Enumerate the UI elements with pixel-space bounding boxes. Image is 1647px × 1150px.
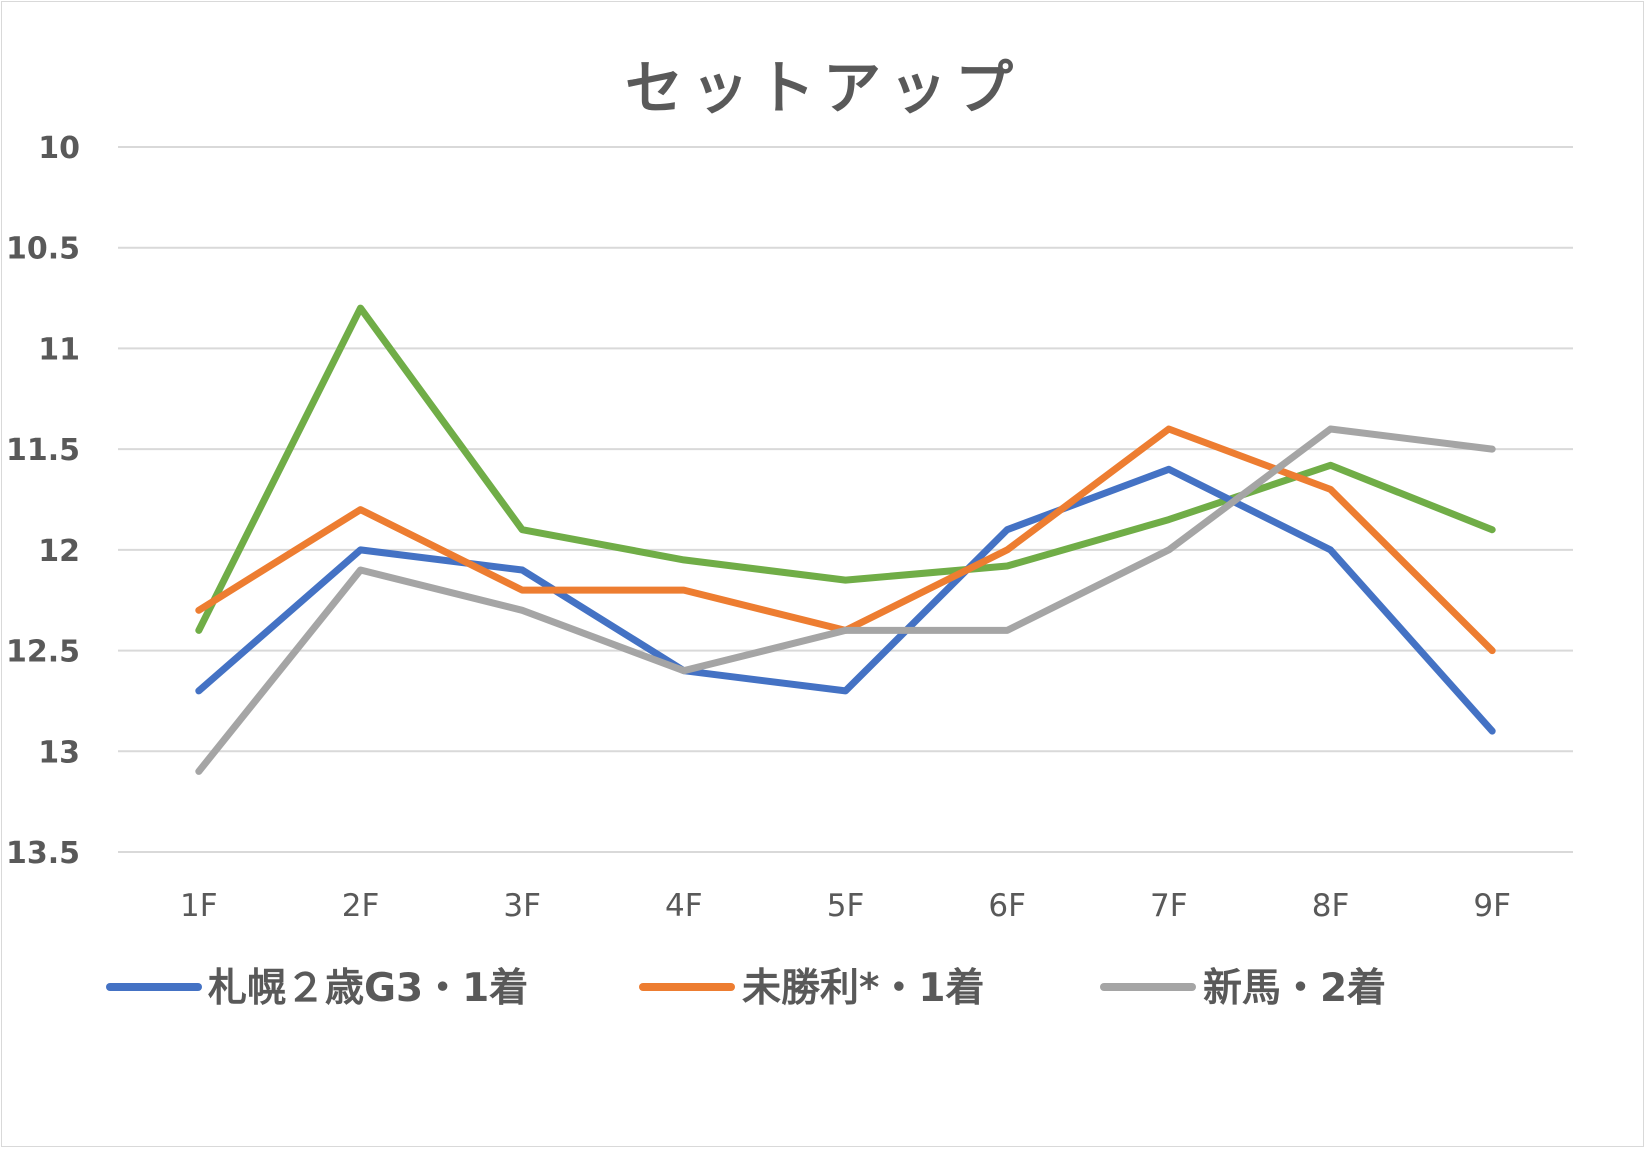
- y-axis: 10 10.5 11 11.5 12 12.5 13 13.5: [6, 131, 80, 871]
- gridlines: [118, 146, 1573, 853]
- x-tick-label: 8F: [1312, 888, 1350, 924]
- x-axis: 1F 2F 3F 4F 5F 6F 7F 8F 9F: [180, 888, 1511, 924]
- x-tick-label: 7F: [1150, 888, 1188, 924]
- y-tick-label: 11.5: [6, 433, 80, 468]
- y-tick-label: 12.5: [6, 635, 80, 670]
- series-line-3: [195, 425, 1496, 775]
- y-tick-label: 13: [38, 735, 80, 770]
- x-tick-label: 1F: [180, 888, 218, 924]
- chart-title: セットアップ: [625, 54, 1021, 122]
- y-tick-label: 10: [38, 131, 80, 166]
- y-tick-label: 12: [38, 534, 80, 569]
- y-tick-label: 11: [38, 332, 80, 367]
- x-tick-label: 9F: [1473, 888, 1511, 924]
- series-line-4: [195, 304, 1496, 634]
- series-lines: [195, 304, 1496, 775]
- x-tick-label: 4F: [665, 888, 703, 924]
- legend-label-1: 札幌２歳G3・1着: [208, 966, 528, 1011]
- x-tick-label: 2F: [342, 888, 380, 924]
- series-line-2: [195, 425, 1496, 655]
- x-tick-label: 5F: [827, 888, 865, 924]
- legend-label-3: 新馬・2着: [1203, 966, 1386, 1011]
- x-tick-label: 3F: [503, 888, 541, 924]
- legend: 札幌２歳G3・1着 未勝利*・1着 新馬・2着: [106, 966, 1386, 1011]
- y-tick-label: 10.5: [6, 232, 80, 267]
- legend-label-2: 未勝利*・1着: [742, 966, 985, 1011]
- series-line-1: [195, 465, 1496, 735]
- x-tick-label: 6F: [988, 888, 1026, 924]
- y-tick-label: 13.5: [6, 836, 80, 871]
